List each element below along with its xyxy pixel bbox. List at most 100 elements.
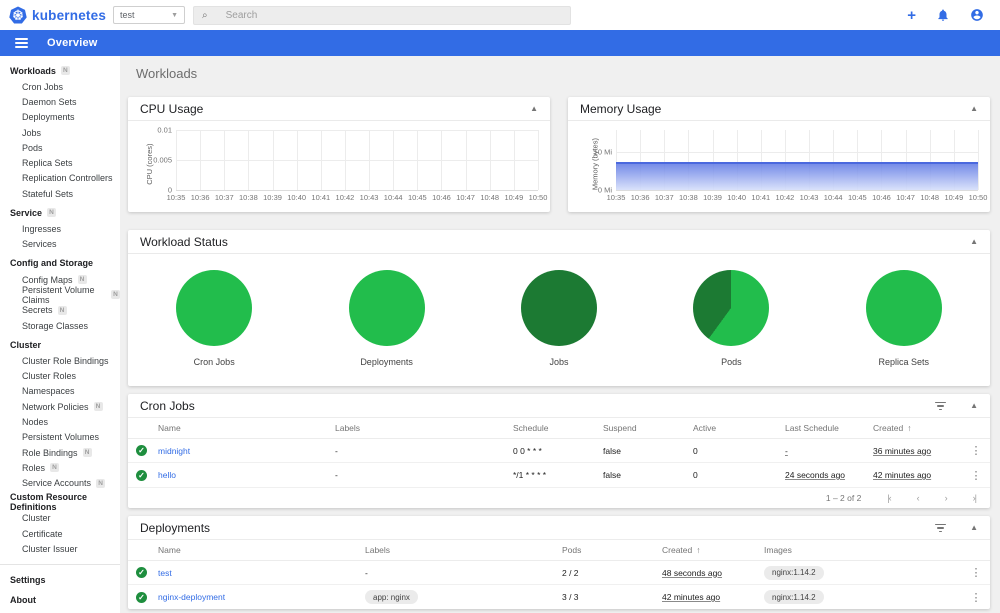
column-header-name[interactable]: Name	[158, 423, 181, 433]
collapse-icon[interactable]: ▲	[530, 104, 538, 113]
column-header-schedule[interactable]: Schedule	[513, 423, 549, 433]
app-header: kubernetes test ▼ ⌕ +	[0, 0, 1000, 30]
x-gridline	[833, 130, 835, 190]
sidebar-item-replication-controllers[interactable]: Replication Controllers	[22, 173, 113, 184]
kubernetes-logo[interactable]: kubernetes	[0, 6, 113, 24]
x-tick-label: 10:40	[727, 193, 747, 202]
collapse-icon[interactable]: ▲	[970, 523, 978, 532]
sidebar-section-header: Custom Resource Definitions	[10, 492, 88, 513]
x-gridline	[538, 130, 539, 190]
sidebar-item-cluster[interactable]: Cluster	[22, 513, 51, 524]
sidebar-item-config-maps[interactable]: Config Maps N	[0, 272, 120, 287]
y-tick-label: 0 Mi	[597, 185, 612, 195]
column-header-name[interactable]: Name	[158, 545, 181, 555]
y-tick-label: 10 Mi	[593, 147, 612, 157]
column-header-pods[interactable]: Pods	[562, 545, 582, 555]
x-tick-label: 10:39	[703, 193, 722, 202]
sidebar-item-deployments[interactable]: Deployments	[22, 112, 75, 123]
namespace-selector[interactable]: test ▼	[113, 6, 185, 24]
previous-page-icon[interactable]: ‹	[916, 493, 920, 503]
search-input[interactable]	[225, 9, 526, 21]
sidebar-item-daemon-sets[interactable]: Daemon Sets	[22, 96, 77, 107]
create-resource-icon[interactable]: +	[907, 6, 916, 24]
filter-icon[interactable]	[935, 401, 947, 411]
sidebar-divider	[0, 563, 120, 565]
status-cell: ✓	[128, 567, 158, 578]
row-menu-icon[interactable]: ⋮	[970, 445, 982, 457]
sidebar-item-about[interactable]: About	[10, 594, 36, 605]
x-gridline	[953, 130, 955, 190]
sidebar-item-nodes[interactable]: Nodes	[22, 416, 49, 427]
x-tick-label: 10:36	[190, 193, 210, 202]
account-circle-icon[interactable]	[970, 8, 984, 22]
x-tick-label: 10:48	[920, 193, 940, 202]
sidebar-item-storage-classes[interactable]: Storage Classes	[22, 320, 89, 331]
sidebar-item-cluster-issuer[interactable]: Cluster Issuer	[22, 544, 78, 555]
menu-hamburger-icon[interactable]	[15, 36, 28, 50]
x-tick-label: 10:47	[456, 193, 475, 202]
sidebar-section-header: Service N	[0, 204, 120, 221]
column-header-suspend[interactable]: Suspend	[603, 423, 637, 433]
column-header-created[interactable]: Created ↑	[662, 545, 701, 555]
sidebar-item-stateful-sets[interactable]: Stateful Sets	[22, 188, 74, 199]
sidebar-item-pods[interactable]: Pods	[22, 142, 43, 153]
workload-status-card: Workload Status ▲ Cron Jobs Deployments Jo…	[128, 230, 990, 386]
last-page-icon[interactable]: ›|	[972, 493, 977, 503]
cron-job-link[interactable]: midnight	[158, 445, 191, 456]
success-check-icon: ✓	[136, 469, 147, 481]
x-tick-label: 10:43	[359, 193, 379, 202]
row-menu-icon[interactable]: ⋮	[970, 567, 982, 579]
sidebar-item-jobs[interactable]: Jobs	[22, 127, 42, 138]
namespaced-badge: N	[47, 208, 57, 218]
sidebar-item-cron-jobs[interactable]: Cron Jobs	[22, 81, 64, 92]
sidebar-item-certificate[interactable]: Certificate	[22, 528, 63, 539]
column-header-created[interactable]: Created ↑	[873, 423, 912, 433]
sidebar-item-cluster-role-bindings[interactable]: Cluster Role Bindings	[22, 355, 109, 366]
x-gridline	[712, 130, 714, 190]
deployment-link[interactable]: test	[158, 567, 172, 578]
sidebar-item-cluster-roles[interactable]: Cluster Roles	[22, 371, 77, 382]
sidebar-item-ingresses[interactable]: Ingresses	[22, 224, 62, 235]
column-header-last_schedule[interactable]: Last Schedule	[785, 423, 839, 433]
cron-jobs-title: Cron Jobs	[140, 398, 195, 413]
workload-pie-deployments: Deployments	[300, 270, 472, 367]
sidebar-item-persistent-volumes[interactable]: Persistent Volumes	[22, 432, 100, 443]
deployment-link[interactable]: nginx-deployment	[158, 592, 226, 602]
y-tick-label: 0.01	[157, 125, 172, 135]
sidebar-item-network-policies[interactable]: Network Policies N	[0, 399, 120, 414]
column-header-images[interactable]: Images	[764, 545, 792, 555]
sidebar-item-roles[interactable]: Roles N	[0, 460, 120, 475]
namespaced-badge: N	[82, 448, 92, 458]
pagination-range: 1 – 2 of 2	[825, 493, 862, 503]
y-gridline	[616, 151, 978, 153]
sidebar-item-persistent-volume-claims[interactable]: Persistent Volume Claims N	[0, 285, 120, 305]
column-header-labels[interactable]: Labels	[365, 545, 391, 555]
sidebar-item-secrets[interactable]: Secrets N	[0, 303, 120, 318]
search-bar[interactable]: ⌕	[193, 5, 571, 25]
sidebar-item-services[interactable]: Services	[22, 239, 57, 250]
sidebar-item-service-accounts[interactable]: Service Accounts N	[0, 476, 120, 491]
column-header-active[interactable]: Active	[693, 423, 717, 433]
collapse-icon[interactable]: ▲	[970, 401, 978, 410]
notifications-bell-icon[interactable]	[936, 8, 950, 22]
x-tick-label: 10:40	[287, 193, 307, 202]
sidebar-item-namespaces[interactable]: Namespaces	[22, 386, 75, 397]
sidebar-item-replica-sets[interactable]: Replica Sets	[22, 158, 73, 169]
collapse-icon[interactable]: ▲	[970, 237, 978, 246]
collapse-icon[interactable]: ▲	[970, 104, 978, 113]
first-page-icon[interactable]: |‹	[887, 493, 891, 503]
row-menu-icon[interactable]: ⋮	[970, 591, 982, 604]
cron-job-link[interactable]: hello	[158, 470, 176, 480]
row-menu-icon[interactable]: ⋮	[970, 469, 982, 482]
created-cell: 42 minutes ago	[873, 470, 932, 480]
label-chip: app: nginx	[365, 590, 418, 604]
x-tick-label: 10:38	[679, 193, 698, 202]
sidebar-item-settings[interactable]: Settings	[10, 574, 46, 585]
workload-pie-jobs: Jobs	[473, 270, 645, 367]
labels-cell: -	[335, 470, 338, 480]
next-page-icon[interactable]: ›	[944, 493, 948, 503]
column-header-labels[interactable]: Labels	[335, 423, 361, 433]
sidebar-item-role-bindings[interactable]: Role Bindings N	[0, 445, 120, 460]
filter-icon[interactable]	[935, 523, 947, 533]
page-title: Workloads	[136, 66, 198, 81]
